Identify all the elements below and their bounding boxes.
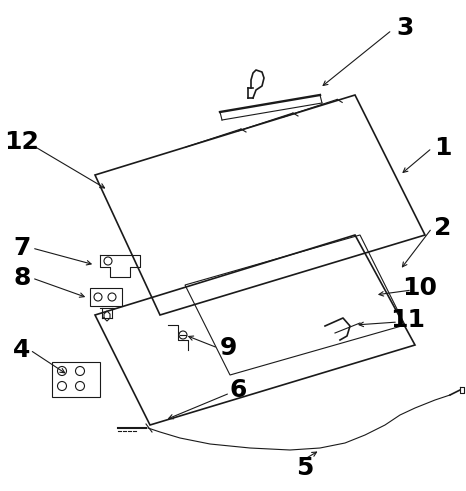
Text: 11: 11	[391, 308, 425, 332]
Text: 1: 1	[434, 136, 452, 160]
Text: 12: 12	[5, 130, 40, 154]
Text: 6: 6	[229, 378, 247, 402]
Text: 4: 4	[14, 338, 31, 362]
Text: 3: 3	[396, 16, 414, 40]
Text: 5: 5	[296, 456, 314, 480]
Text: 8: 8	[14, 266, 31, 290]
Text: 9: 9	[219, 336, 237, 360]
Text: 10: 10	[403, 276, 438, 300]
Text: 2: 2	[434, 216, 452, 240]
Text: 7: 7	[14, 236, 31, 260]
